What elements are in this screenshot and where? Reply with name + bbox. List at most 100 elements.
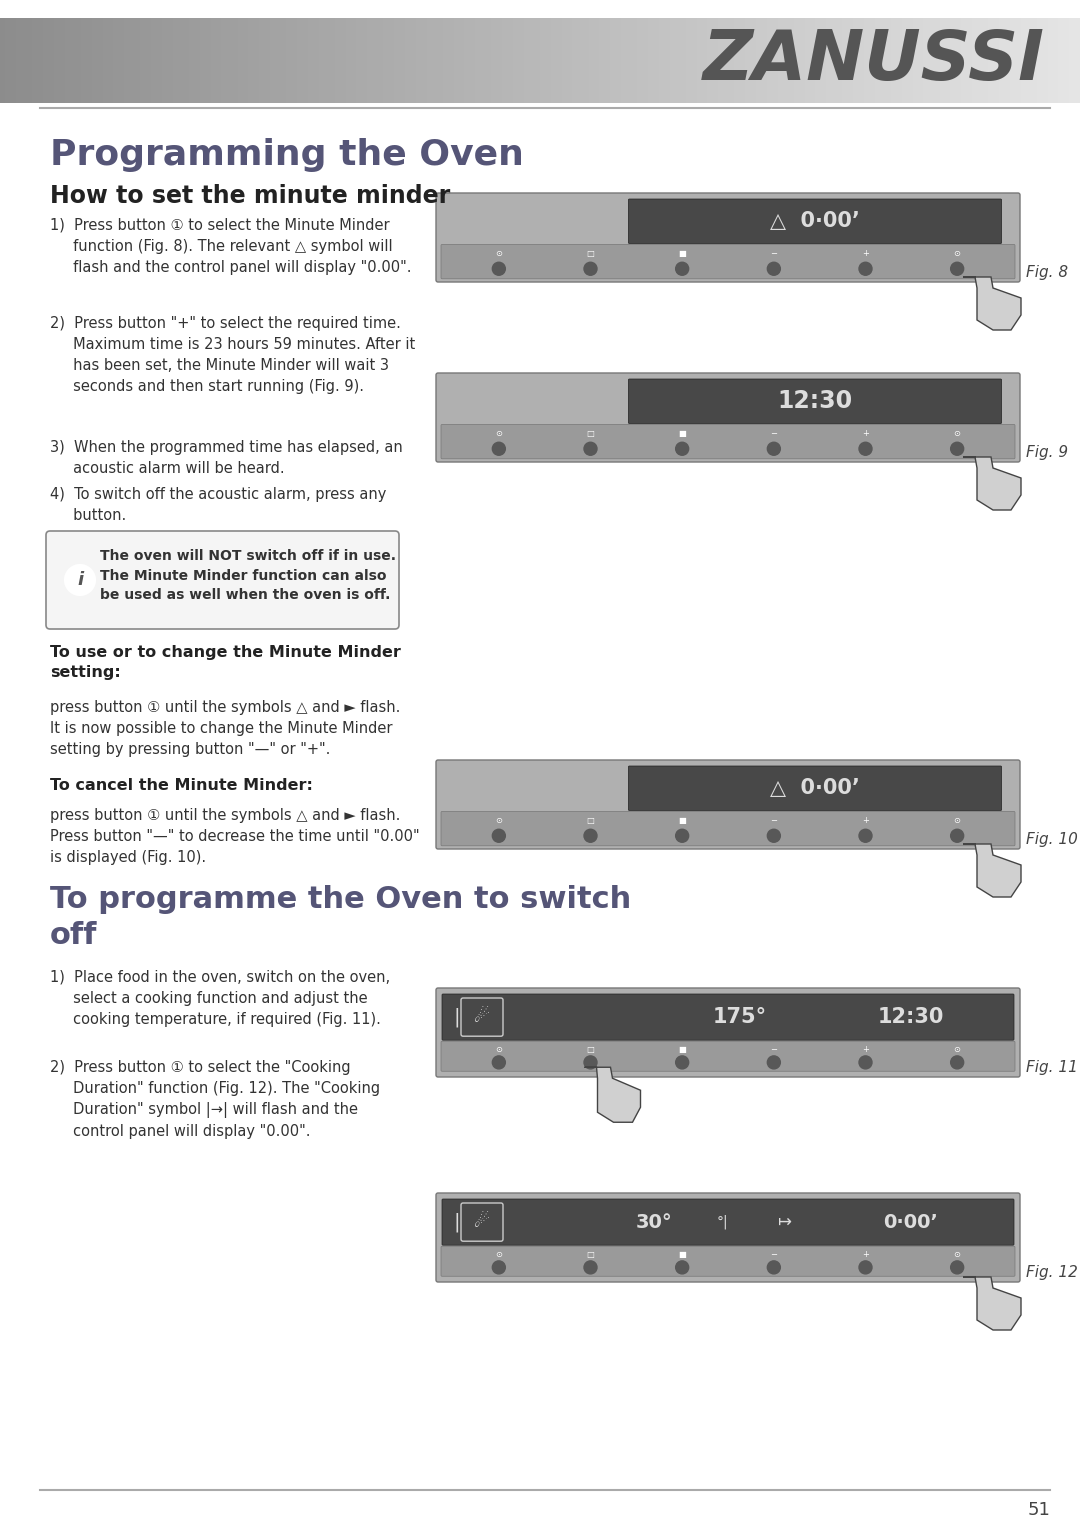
Bar <box>869 18 876 103</box>
Text: 2)  Press button "+" to select the required time.
     Maximum time is 23 hours : 2) Press button "+" to select the requir… <box>50 316 415 394</box>
Text: □: □ <box>586 1045 594 1054</box>
Circle shape <box>859 829 872 843</box>
Bar <box>65 18 71 103</box>
Bar <box>648 18 654 103</box>
Text: 12:30: 12:30 <box>778 389 852 414</box>
Circle shape <box>676 262 689 276</box>
Bar <box>578 18 584 103</box>
Circle shape <box>492 1261 505 1275</box>
Bar <box>124 18 131 103</box>
Bar <box>994 18 1000 103</box>
Polygon shape <box>584 1068 640 1123</box>
Bar <box>437 18 444 103</box>
Bar <box>464 18 471 103</box>
Text: ■: ■ <box>678 429 686 438</box>
Bar <box>38 18 44 103</box>
Bar <box>491 18 498 103</box>
Bar <box>680 18 687 103</box>
Bar <box>1031 18 1038 103</box>
Text: −: − <box>770 429 778 438</box>
Bar <box>945 18 951 103</box>
Bar <box>1053 18 1059 103</box>
Bar <box>972 18 978 103</box>
Text: ZANUSSI: ZANUSSI <box>703 28 1045 93</box>
Bar <box>378 18 384 103</box>
Bar <box>529 18 536 103</box>
Circle shape <box>859 443 872 455</box>
FancyBboxPatch shape <box>441 812 1015 846</box>
Bar <box>162 18 168 103</box>
Text: ☄: ☄ <box>474 1008 490 1026</box>
Bar <box>405 18 411 103</box>
Bar <box>400 18 406 103</box>
Circle shape <box>492 829 505 843</box>
FancyBboxPatch shape <box>441 424 1015 458</box>
Circle shape <box>584 1261 597 1275</box>
Bar <box>151 18 158 103</box>
Circle shape <box>767 1261 781 1275</box>
Bar <box>313 18 320 103</box>
Bar <box>351 18 357 103</box>
Bar <box>626 18 633 103</box>
FancyBboxPatch shape <box>436 988 1020 1077</box>
Bar <box>184 18 190 103</box>
Bar <box>130 18 136 103</box>
Bar <box>302 18 309 103</box>
Text: +: + <box>862 1045 869 1054</box>
Text: △  0·00’: △ 0·00’ <box>770 211 860 231</box>
Bar <box>189 18 195 103</box>
Text: 4)  To switch off the acoustic alarm, press any
     button.: 4) To switch off the acoustic alarm, pre… <box>50 487 387 522</box>
Bar <box>119 18 125 103</box>
Bar <box>270 18 276 103</box>
Bar <box>913 18 919 103</box>
Text: The oven will NOT switch off if in use.
The Minute Minder function can also
be u: The oven will NOT switch off if in use. … <box>100 548 396 602</box>
Bar <box>977 18 984 103</box>
Bar <box>140 18 147 103</box>
Text: △  0·00’: △ 0·00’ <box>770 778 860 798</box>
Bar <box>49 18 55 103</box>
Bar <box>950 18 957 103</box>
Bar <box>778 18 784 103</box>
Bar <box>610 18 617 103</box>
Bar <box>653 18 660 103</box>
Circle shape <box>584 829 597 843</box>
Text: ⊙: ⊙ <box>496 1250 502 1259</box>
Bar <box>616 18 622 103</box>
Text: ⊙: ⊙ <box>954 250 961 257</box>
Circle shape <box>767 829 781 843</box>
Bar <box>697 18 703 103</box>
Text: □: □ <box>586 817 594 826</box>
Bar <box>167 18 174 103</box>
FancyBboxPatch shape <box>461 1203 503 1241</box>
Bar <box>891 18 897 103</box>
Bar <box>11 18 17 103</box>
Bar <box>146 18 152 103</box>
FancyBboxPatch shape <box>436 193 1020 282</box>
Bar <box>859 18 865 103</box>
Bar <box>702 18 708 103</box>
Bar <box>448 18 455 103</box>
Bar <box>383 18 390 103</box>
FancyBboxPatch shape <box>441 245 1015 279</box>
Bar <box>481 18 487 103</box>
Circle shape <box>676 1056 689 1069</box>
Text: 1)  Place food in the oven, switch on the oven,
     select a cooking function a: 1) Place food in the oven, switch on the… <box>50 970 390 1026</box>
Text: |: | <box>454 1212 460 1232</box>
Text: Fig. 9: Fig. 9 <box>1026 444 1068 460</box>
Bar <box>200 18 206 103</box>
Text: □: □ <box>586 250 594 257</box>
Circle shape <box>950 443 963 455</box>
Bar <box>178 18 185 103</box>
Text: ■: ■ <box>678 1250 686 1259</box>
Bar <box>394 18 401 103</box>
Text: To use or to change the Minute Minder
setting:: To use or to change the Minute Minder se… <box>50 645 401 680</box>
Text: +: + <box>862 817 869 826</box>
Bar <box>367 18 374 103</box>
Bar <box>540 18 546 103</box>
FancyBboxPatch shape <box>436 760 1020 849</box>
Bar <box>103 18 109 103</box>
Bar <box>896 18 903 103</box>
Bar <box>875 18 881 103</box>
Text: ⊙: ⊙ <box>954 817 961 826</box>
Bar <box>880 18 887 103</box>
